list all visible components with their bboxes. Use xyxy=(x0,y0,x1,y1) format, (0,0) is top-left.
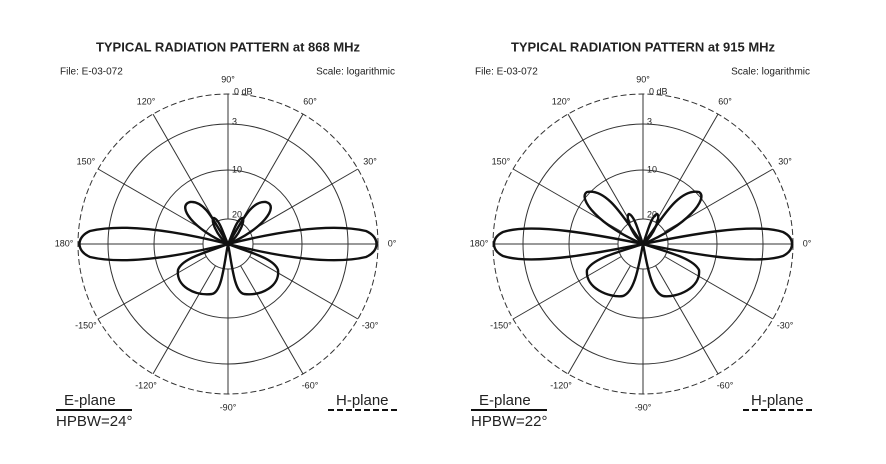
angle-label: 120° xyxy=(137,96,156,106)
title: TYPICAL RADIATION PATTERN at 915 MHz xyxy=(511,39,776,54)
spoke xyxy=(240,113,304,223)
angle-label: 0° xyxy=(388,238,397,248)
angle-label: -90° xyxy=(220,402,237,412)
ring-label: 3 xyxy=(647,116,652,126)
title: TYPICAL RADIATION PATTERN at 868 MHz xyxy=(96,39,361,54)
hpbw: HPBW=24° xyxy=(56,413,132,430)
angle-label: -30° xyxy=(777,320,794,330)
angle-label: -90° xyxy=(635,402,652,412)
angle-label: 90° xyxy=(221,74,235,84)
angle-label: -150° xyxy=(490,320,512,330)
ring-label: 0 dB xyxy=(649,86,668,96)
spoke xyxy=(249,168,359,232)
spoke xyxy=(664,256,774,320)
h-plane-label: H-plane xyxy=(336,392,389,409)
ring-label: 10 xyxy=(232,164,242,174)
angle-label: 30° xyxy=(363,156,377,166)
spoke xyxy=(655,265,719,375)
angle-label: -30° xyxy=(362,320,379,330)
angle-label: -60° xyxy=(717,380,734,390)
ring-label: 3 xyxy=(232,116,237,126)
spoke xyxy=(655,113,719,223)
angle-label: 90° xyxy=(636,74,650,84)
scale: Scale: logarithmic xyxy=(731,67,810,78)
angle-label: -120° xyxy=(135,380,157,390)
spoke xyxy=(249,256,359,320)
angle-label: 60° xyxy=(718,96,732,106)
spoke xyxy=(152,113,216,223)
ring-label: 10 xyxy=(647,164,657,174)
spoke xyxy=(512,256,622,320)
spoke xyxy=(567,265,631,375)
spoke xyxy=(567,113,631,223)
angle-label: 180° xyxy=(55,238,74,248)
angle-label: -120° xyxy=(550,380,572,390)
angle-label: 30° xyxy=(778,156,792,166)
file: File: E-03-072 xyxy=(60,67,123,78)
angle-label: 0° xyxy=(803,238,812,248)
scale: Scale: logarithmic xyxy=(316,67,395,78)
e-plane-label: E-plane xyxy=(64,392,116,409)
spoke xyxy=(97,256,207,320)
angle-label: -60° xyxy=(302,380,319,390)
e-plane-label: E-plane xyxy=(479,392,531,409)
ring-label: 20 xyxy=(232,209,242,219)
spoke xyxy=(97,168,207,232)
hpbw: HPBW=22° xyxy=(471,413,547,430)
h-plane-label: H-plane xyxy=(751,392,804,409)
file: File: E-03-072 xyxy=(475,67,538,78)
angle-label: 150° xyxy=(492,156,511,166)
ring-label: 20 xyxy=(647,209,657,219)
angle-label: -150° xyxy=(75,320,97,330)
angle-label: 120° xyxy=(552,96,571,106)
ring-label: 0 dB xyxy=(234,86,253,96)
angle-label: 60° xyxy=(303,96,317,106)
spoke xyxy=(152,265,216,375)
angle-label: 180° xyxy=(470,238,489,248)
spoke xyxy=(240,265,304,375)
angle-label: 150° xyxy=(77,156,96,166)
